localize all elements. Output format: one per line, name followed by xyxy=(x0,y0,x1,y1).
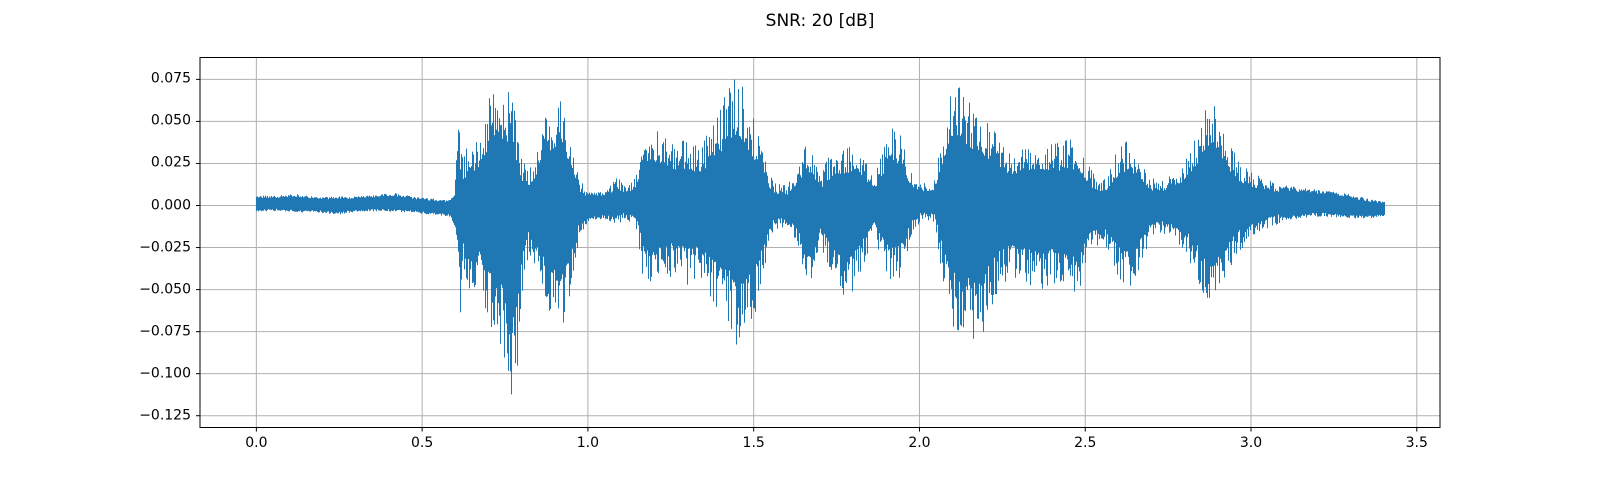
x-tick-label: 2.5 xyxy=(1074,434,1097,451)
x-tick-label: 0.5 xyxy=(410,434,434,451)
axes-spine xyxy=(199,57,1441,428)
y-tick-label: −0.125 xyxy=(139,407,191,424)
x-tick-label: 0.0 xyxy=(245,434,268,451)
y-tick-label: 0.025 xyxy=(150,154,191,171)
y-tick-label: −0.100 xyxy=(139,365,191,382)
chart-title: SNR: 20 [dB] xyxy=(765,11,875,31)
x-tick-label: 3.5 xyxy=(1405,434,1428,451)
y-tick-label: −0.050 xyxy=(139,281,191,298)
y-tick-label: −0.025 xyxy=(139,239,191,256)
x-tick-label: 1.0 xyxy=(576,434,600,451)
y-tick-label: 0.050 xyxy=(150,112,191,129)
waveform-path xyxy=(256,79,1385,395)
y-tick-label: −0.075 xyxy=(139,323,191,340)
x-tick-label: 3.0 xyxy=(1239,434,1263,451)
y-tick-label: 0.075 xyxy=(150,70,191,87)
y-tick-label: 0.000 xyxy=(150,197,191,213)
x-tick-label: 2.0 xyxy=(908,434,931,451)
x-tick-label: 1.5 xyxy=(742,434,765,451)
